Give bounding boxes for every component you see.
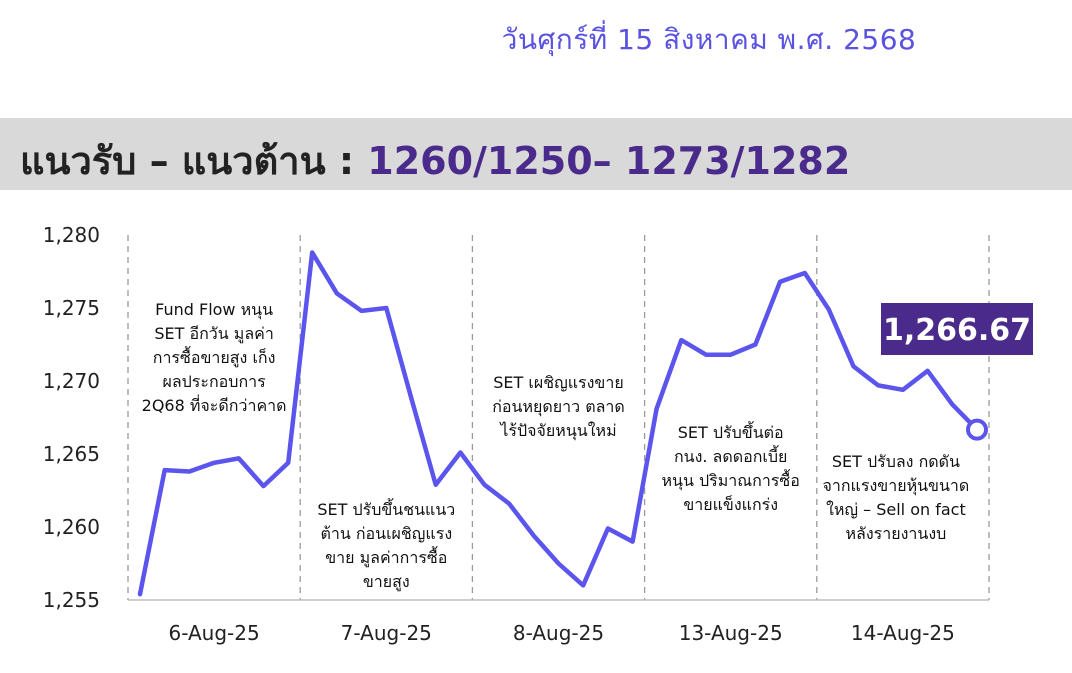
annotation-text: ผลประกอบการ [162,372,266,391]
banner-text: แนวรับ – แนวต้าน : 1260/1250– 1273/1282 [20,130,850,191]
annotation-text: หนุน ปริมาณการซื้อ [662,469,800,491]
y-tick-label: 1,270 [43,369,100,393]
annotation-text: จากแรงขายหุ้นขนาด [823,476,970,496]
chart-svg: 1,255 1,260 1,265 1,270 1,275 1,280 6-Aug-25 7-… [43,223,1033,645]
support-resistance-banner: แนวรับ – แนวต้าน : 1260/1250– 1273/1282 [0,118,1072,190]
annotation-text: ไร้ปัจจัยหนุนใหม่ [498,421,616,441]
annotation-text: Fund Flow หนุน [155,300,273,320]
annotation-text: ขายสูง [363,572,410,592]
annotation-text: หลังรายงานงบ [845,524,946,543]
annotation-text: SET ปรับขึ้นต่อ [678,421,784,442]
annotation-text: SET ปรับลง กดดัน [832,452,960,471]
index-line [137,250,980,597]
annotation-text: การซื้อขายสูง เก็ง [153,346,276,368]
annotation-text: SET เผชิญแรงขาย [493,373,623,392]
set-index-chart: 1,255 1,260 1,265 1,270 1,275 1,280 6-Aug-25 7-… [0,200,1072,673]
last-point-marker [966,418,988,441]
y-tick-label: 1,265 [43,442,100,466]
x-tick-label: 8-Aug-25 [513,621,604,645]
y-tick-label: 1,275 [43,296,100,320]
y-tick-label: 1,255 [43,588,100,612]
last-value-label: 1,266.67 [883,313,1031,348]
banner-title: แนวรับ – แนวต้าน : [20,139,368,183]
annotation-text: SET ปรับขึ้นชนแนว [317,498,455,519]
x-tick-label: 6-Aug-25 [168,621,259,645]
annotation-text: ก่อนหยุดยาว ตลาด [492,397,625,417]
banner-values: 1260/1250– 1273/1282 [367,139,851,183]
x-tick-label: 7-Aug-25 [341,621,432,645]
annotation-text: 2Q68 ที่จะดีกว่าคาด [142,394,287,415]
annotation-text: ขาย มูลค่าการซื้อ [325,546,447,568]
last-value-box [881,303,1033,355]
annotation-text: กนง. ลดดอกเบี้ย [674,445,788,466]
annotation-text: ขายแข็งแกร่ง [683,494,778,514]
report-date: วันศุกร์ที่ 15 สิงหาคม พ.ศ. 2568 [501,23,917,56]
x-tick-label: 13-Aug-25 [679,621,783,645]
annotation-text: ต้าน ก่อนเผชิญแรง [320,524,452,543]
annotation-text: ใหญ่ – Sell on fact [826,500,966,519]
y-tick-label: 1,280 [43,223,100,247]
annotation-text: SET อีกวัน มูลค่า [154,324,273,344]
y-tick-label: 1,260 [43,515,100,539]
x-tick-label: 14-Aug-25 [851,621,955,645]
